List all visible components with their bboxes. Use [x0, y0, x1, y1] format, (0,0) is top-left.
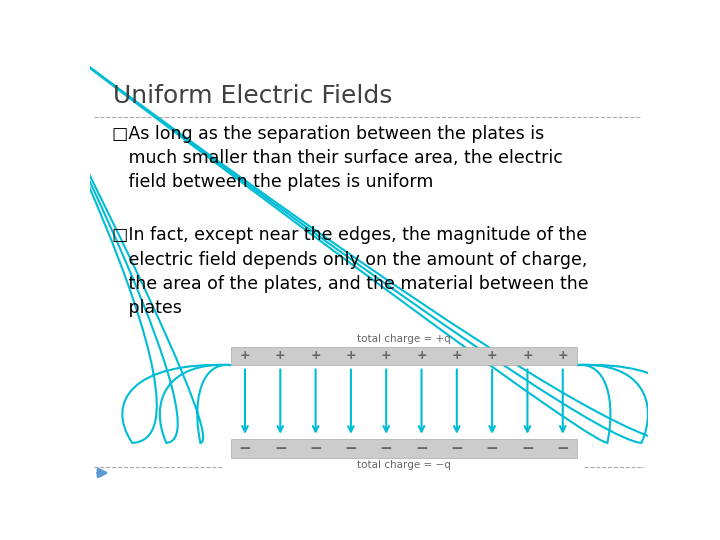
Text: −: −	[380, 441, 392, 456]
Text: −: −	[557, 441, 569, 456]
Text: □In fact, except near the edges, the magnitude of the
   electric field depends : □In fact, except near the edges, the mag…	[112, 226, 588, 318]
Text: +: +	[310, 349, 321, 362]
Text: −: −	[274, 441, 287, 456]
Text: −: −	[451, 441, 463, 456]
Text: +: +	[557, 349, 568, 362]
Text: +: +	[522, 349, 533, 362]
Bar	[231, 347, 577, 365]
Text: total charge = +q: total charge = +q	[357, 334, 451, 345]
Text: +: +	[346, 349, 356, 362]
Text: −: −	[345, 441, 357, 456]
Text: −: −	[309, 441, 322, 456]
Text: +: +	[487, 349, 498, 362]
Text: +: +	[381, 349, 392, 362]
Text: +: +	[240, 349, 251, 362]
Text: +: +	[275, 349, 286, 362]
Bar	[231, 439, 577, 457]
Text: −: −	[521, 441, 534, 456]
Text: +: +	[451, 349, 462, 362]
Text: −: −	[238, 441, 251, 456]
Text: Uniform Electric Fields: Uniform Electric Fields	[113, 84, 392, 108]
Text: +: +	[416, 349, 427, 362]
Text: −: −	[486, 441, 498, 456]
Text: −: −	[415, 441, 428, 456]
Text: total charge = −q: total charge = −q	[357, 460, 451, 470]
Text: □As long as the separation between the plates is
   much smaller than their surf: □As long as the separation between the p…	[112, 125, 562, 192]
